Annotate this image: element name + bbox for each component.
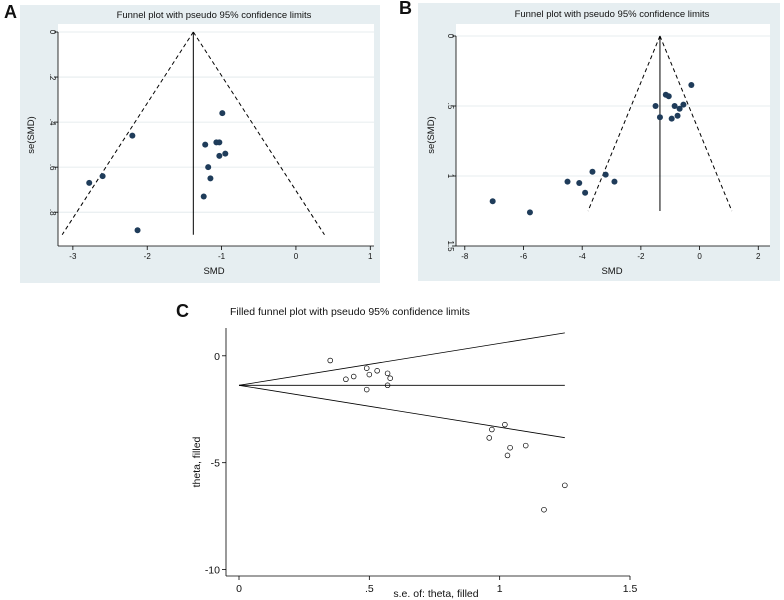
panel-c-ylabel: theta, filled xyxy=(191,436,203,487)
panel-a-y-tick-label: 0 xyxy=(48,30,57,35)
panel-b-study-point xyxy=(671,103,678,109)
panel-b-ylabel: se(SMD) xyxy=(426,116,437,153)
panel-a-study-point xyxy=(202,141,209,148)
panel-c-study-point xyxy=(350,373,357,380)
panel-a-y-tick-label: .2 xyxy=(48,74,57,81)
panel-b-upper-confidence-limit xyxy=(659,35,733,212)
panel-b-y-tick-label: 1.5 xyxy=(446,240,455,252)
panel-b-study-point xyxy=(489,198,496,205)
panel-a-x-tick-label: 0 xyxy=(294,252,299,261)
panel-b-x-tick-label: -2 xyxy=(637,252,645,261)
panel-c-upper-confidence-limit xyxy=(238,332,565,386)
panel-c-study-point xyxy=(541,506,547,513)
panel-a-study-point xyxy=(216,152,223,159)
panel-b-study-point xyxy=(674,112,681,119)
panel-c-x-tick-label: 1 xyxy=(497,583,503,595)
panel-b-study-point xyxy=(611,178,618,185)
panel-letter-a: A xyxy=(4,2,17,22)
panel-c-study-point xyxy=(486,435,492,441)
panel-b-study-point xyxy=(688,82,695,88)
panel-a-study-point xyxy=(216,139,223,146)
panel-c-x-tick-label: 0 xyxy=(236,583,242,595)
panel-b-study-point xyxy=(668,115,675,122)
panel-a-study-point xyxy=(207,175,214,182)
panel-b-title: Funnel plot with pseudo 95% confidence l… xyxy=(515,9,710,20)
panel-c-study-point xyxy=(489,426,495,433)
panel-c-x-tick-label: 1.5 xyxy=(623,583,638,595)
panel-a-ylabel: se(SMD) xyxy=(26,116,37,153)
panel-a-upper-confidence-limit xyxy=(192,31,325,236)
panel-a-x-tick-label: -1 xyxy=(218,252,226,261)
panel-b-y-tick-label: .5 xyxy=(446,103,455,110)
panel-c-study-point xyxy=(374,368,380,374)
panel-a-y-tick-label: .4 xyxy=(48,119,57,126)
panel-c-study-point xyxy=(387,375,393,381)
panel-c-study-point xyxy=(522,442,529,449)
panel-c-y-tick-label: -10 xyxy=(205,565,220,577)
panel-b-study-point xyxy=(526,209,533,216)
panel-b-study-point xyxy=(564,178,571,185)
panel-c-study-point xyxy=(384,382,391,389)
panel-a-study-point xyxy=(219,110,226,117)
panel-a-study-point xyxy=(86,179,93,186)
panel-b-study-point xyxy=(589,168,596,175)
panel-c-study-point xyxy=(363,365,370,371)
panel-a-study-point xyxy=(129,132,136,139)
panel-c-lower-confidence-limit xyxy=(238,384,565,439)
panel-b-x-tick-label: -8 xyxy=(461,252,469,261)
panel-b-x-tick-label: -4 xyxy=(579,252,587,261)
panel-a-xlabel: SMD xyxy=(203,266,224,277)
panel-c-title: Filled funnel plot with pseudo 95% confi… xyxy=(230,306,470,318)
panel-b-study-point xyxy=(665,93,672,100)
panel-a-study-point xyxy=(205,164,212,171)
panel-c-study-point xyxy=(343,376,349,383)
panel-b-y-tick-label: 1 xyxy=(446,174,455,179)
panel-b-x-tick-label: -6 xyxy=(520,252,528,261)
panel-c-study-point xyxy=(562,482,568,489)
panel-b-lower-confidence-limit xyxy=(587,35,661,212)
panel-letter-b: B xyxy=(399,0,412,18)
panel-b-study-point xyxy=(656,114,663,121)
panel-b-xlabel: SMD xyxy=(601,266,622,277)
panel-a-plot-area xyxy=(58,24,374,246)
panel-a-x-tick-label: -3 xyxy=(69,252,77,261)
panel-a-lower-confidence-limit xyxy=(61,31,194,236)
panel-a-study-point xyxy=(222,150,229,157)
panel-b-study-point xyxy=(652,103,659,109)
panel-a-title: Funnel plot with pseudo 95% confidence l… xyxy=(117,10,312,21)
panel-c-y-tick-label: 0 xyxy=(214,351,220,363)
panel-a-y-tick-label: .8 xyxy=(48,209,57,216)
panel-b-study-point xyxy=(676,105,683,112)
panel-b-y-tick-label: 0 xyxy=(446,34,455,39)
panel-c-study-point xyxy=(366,371,373,378)
panel-c-xlabel: s.e. of: theta, filled xyxy=(393,588,478,600)
panel-c-study-point xyxy=(327,357,333,364)
panel-c-study-point xyxy=(384,370,391,377)
panel-b-x-tick-label: 2 xyxy=(756,252,761,261)
panel-b-study-point xyxy=(582,189,589,196)
panel-b-study-point xyxy=(576,180,583,186)
panel-b-study-point xyxy=(680,101,687,108)
panel-c-study-point xyxy=(363,386,370,393)
panel-a-study-point xyxy=(134,227,141,234)
panel-a-x-tick-label: -2 xyxy=(144,252,152,261)
panel-b-study-point xyxy=(602,171,609,178)
panel-letter-c: C xyxy=(176,301,189,321)
panel-c-study-point xyxy=(502,421,508,428)
panel-b-x-tick-label: 0 xyxy=(697,252,702,261)
panel-c-study-point xyxy=(504,452,511,459)
panel-b-plot-area xyxy=(456,24,770,246)
panel-a-study-point xyxy=(99,173,106,180)
panel-a-y-tick-label: .6 xyxy=(48,164,57,171)
panel-c-study-point xyxy=(507,444,513,451)
panel-c-x-tick-label: .5 xyxy=(365,583,374,595)
panel-a-study-point xyxy=(200,193,207,200)
panel-c-y-tick-label: -5 xyxy=(211,458,220,470)
panel-a-x-tick-label: 1 xyxy=(368,252,373,261)
